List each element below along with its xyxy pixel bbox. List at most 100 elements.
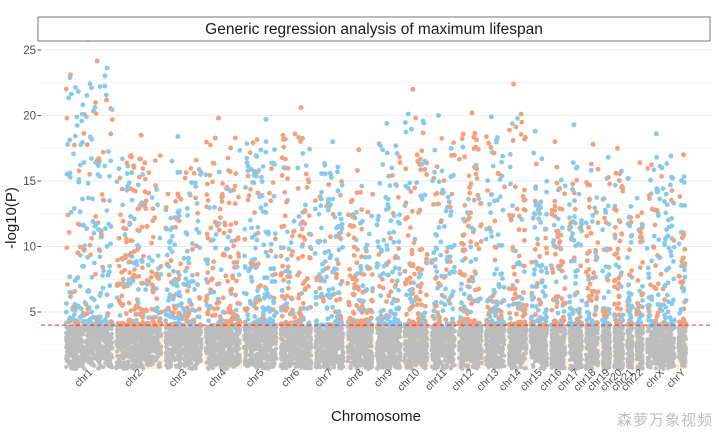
point-below-threshold xyxy=(231,356,236,361)
point-below-threshold xyxy=(293,350,298,355)
point-significant xyxy=(193,195,199,201)
point-below-threshold xyxy=(362,361,367,366)
point-significant xyxy=(312,198,318,204)
point-significant xyxy=(269,166,274,172)
point-significant xyxy=(67,319,73,324)
point-below-threshold xyxy=(313,328,318,333)
point-significant xyxy=(164,321,169,327)
point-significant xyxy=(146,315,152,320)
point-significant xyxy=(221,230,227,236)
point-significant xyxy=(299,244,305,249)
point-significant xyxy=(97,254,103,260)
point-significant xyxy=(119,293,125,299)
point-significant xyxy=(96,163,101,169)
point-significant xyxy=(184,206,190,211)
point-significant xyxy=(164,287,170,293)
point-significant xyxy=(222,220,228,226)
point-significant xyxy=(207,205,212,211)
point-significant xyxy=(74,114,80,120)
point-significant xyxy=(338,192,343,198)
point-significant xyxy=(336,309,342,314)
point-significant xyxy=(67,75,73,80)
point-significant xyxy=(195,282,201,287)
point-below-threshold xyxy=(363,365,368,370)
point-significant xyxy=(255,224,261,230)
point-significant xyxy=(270,318,276,324)
point-significant xyxy=(228,288,233,294)
point-peak-chr7 xyxy=(330,139,336,145)
point-below-threshold xyxy=(325,351,330,356)
point-below-threshold xyxy=(262,342,267,347)
point-below-threshold xyxy=(290,337,295,342)
point-below-threshold xyxy=(237,358,242,364)
point-below-threshold xyxy=(74,349,79,354)
point-below-threshold xyxy=(135,327,140,333)
point-significant xyxy=(302,209,308,214)
point-significant xyxy=(335,164,341,170)
point-significant xyxy=(164,252,170,258)
point-below-threshold xyxy=(268,338,273,343)
point-below-threshold xyxy=(215,357,220,362)
point-significant xyxy=(322,160,327,166)
point-significant xyxy=(295,165,301,171)
point-below-threshold xyxy=(150,347,155,352)
point-significant xyxy=(289,233,295,239)
point-below-threshold xyxy=(210,353,215,358)
point-significant xyxy=(358,190,363,195)
point-below-threshold xyxy=(73,339,78,344)
point-significant xyxy=(142,176,148,182)
point-significant xyxy=(81,131,87,136)
point-significant xyxy=(154,296,160,301)
point-below-threshold xyxy=(120,343,125,348)
point-significant xyxy=(127,259,133,265)
point-significant xyxy=(99,192,105,197)
point-peak-chr5 xyxy=(263,116,269,122)
point-below-threshold xyxy=(98,331,103,336)
point-below-threshold xyxy=(284,362,289,367)
point-significant xyxy=(268,198,274,204)
point-below-threshold xyxy=(366,351,371,356)
point-below-threshold xyxy=(301,352,306,357)
point-significant xyxy=(169,158,175,164)
point-significant xyxy=(263,229,269,235)
point-significant xyxy=(298,139,303,144)
point-significant xyxy=(232,135,238,141)
point-significant xyxy=(359,310,365,315)
point-significant xyxy=(248,186,254,192)
point-significant xyxy=(359,226,365,232)
point-below-threshold xyxy=(125,365,130,370)
point-significant xyxy=(347,315,353,321)
point-significant xyxy=(281,137,286,143)
point-significant xyxy=(227,228,233,234)
point-below-threshold xyxy=(128,351,133,356)
point-significant xyxy=(245,173,251,179)
point-below-threshold xyxy=(143,349,148,355)
point-significant xyxy=(139,259,145,265)
point-significant xyxy=(282,213,288,219)
point-significant xyxy=(330,196,336,202)
point-significant xyxy=(278,272,284,278)
point-below-threshold xyxy=(191,327,196,332)
point-below-threshold xyxy=(110,340,115,346)
point-significant xyxy=(196,306,202,312)
point-below-threshold xyxy=(280,363,285,368)
point-below-threshold xyxy=(94,338,99,343)
point-significant xyxy=(197,296,203,301)
point-significant xyxy=(73,85,78,90)
point-significant xyxy=(117,175,123,181)
point-significant xyxy=(166,264,172,269)
point-significant xyxy=(194,271,200,277)
point-below-threshold xyxy=(144,338,149,343)
point-below-threshold xyxy=(189,356,194,361)
point-significant xyxy=(89,235,94,241)
point-significant xyxy=(124,239,129,245)
point-below-threshold xyxy=(67,341,72,346)
point-below-threshold xyxy=(104,337,109,342)
point-significant xyxy=(109,117,115,122)
point-significant xyxy=(132,306,138,312)
point-significant xyxy=(190,279,196,284)
point-below-threshold xyxy=(130,333,136,338)
point-significant xyxy=(79,313,85,319)
point-significant xyxy=(156,276,162,281)
point-below-threshold xyxy=(315,349,320,354)
